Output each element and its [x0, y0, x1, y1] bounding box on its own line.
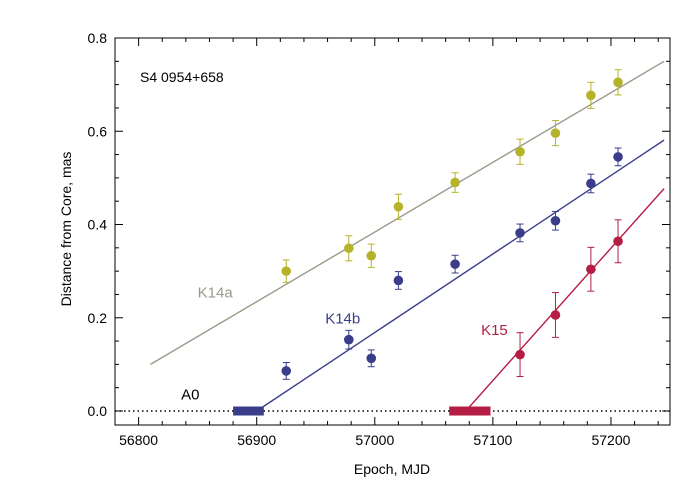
x-tick-label: 57100 [473, 432, 512, 448]
data-point-k14a [550, 128, 561, 138]
y-axis-title: Distance from Core, mas [58, 152, 74, 307]
fit-line-k14b [256, 139, 665, 412]
series-label-a0: A0 [181, 386, 199, 403]
data-point-k14b [586, 178, 596, 189]
series-label-k15: K15 [481, 322, 508, 339]
data-point-k14a [281, 266, 292, 276]
fit-line-k14a [150, 60, 665, 365]
data-point-k14a [586, 90, 596, 101]
data-point-k14a [450, 177, 460, 188]
data-point-k14b [393, 275, 404, 286]
data-point-k14b [281, 366, 292, 376]
data-point-k14b [450, 259, 460, 269]
ejection-bars [233, 406, 491, 416]
x-tick-label: 56900 [237, 432, 276, 448]
data-point-k14b [344, 334, 354, 345]
plot-frame [114, 37, 671, 426]
source-name-label: S4 0954+658 [140, 69, 224, 85]
data-points [281, 69, 623, 380]
series-labels: K14a K14b K15 A0 [181, 285, 508, 404]
data-point-k15 [550, 310, 561, 320]
data-point-k15 [586, 264, 596, 275]
series-label-k14b: K14b [325, 310, 360, 327]
data-point-k14a [344, 243, 354, 254]
series-label-k14a: K14a [198, 285, 234, 302]
data-point-k14a [393, 201, 404, 212]
data-point-k14b [515, 228, 525, 238]
data-point-k14a [515, 146, 525, 157]
data-point-k14b [366, 353, 377, 364]
axes: 56800 56900 57000 57100 57200 0.0 0.2 0.4 0.6 0.8 [88, 30, 671, 448]
data-point-k14b [613, 152, 623, 162]
fit-lines [150, 60, 665, 412]
ejection-bar-k15 [449, 406, 491, 416]
y-tick-label: 0.6 [88, 123, 108, 139]
ejection-bar-k14b [233, 406, 264, 416]
data-point-k15 [613, 236, 623, 247]
y-tick-label: 0.2 [88, 310, 108, 326]
x-tick-label: 57200 [591, 432, 630, 448]
x-axis-title: Epoch, MJD [354, 461, 430, 477]
data-point-k14b [550, 215, 561, 226]
x-tick-label: 56800 [119, 432, 158, 448]
y-tick-label: 0.8 [88, 30, 108, 46]
data-point-k15 [515, 349, 525, 360]
data-point-k14a [613, 77, 623, 88]
data-point-k14a [366, 250, 377, 261]
y-tick-label: 0.4 [88, 217, 108, 233]
fit-line-k15 [465, 188, 665, 412]
x-tick-label: 57000 [355, 432, 394, 448]
y-tick-label: 0.0 [88, 403, 108, 419]
